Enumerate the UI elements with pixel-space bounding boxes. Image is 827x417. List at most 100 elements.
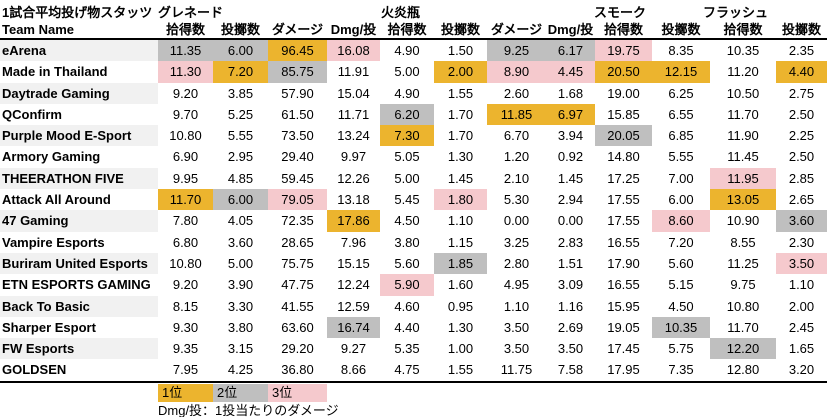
- stat-cell[interactable]: 6.70: [503, 128, 530, 144]
- stat-cell[interactable]: 2.83: [557, 234, 584, 250]
- team-name-cell[interactable]: THEERATHON FIVE: [0, 167, 158, 190]
- stat-cell[interactable]: 5.05: [394, 149, 420, 165]
- stat-cell[interactable]: 3.60: [227, 234, 254, 250]
- stat-cell[interactable]: 4.25: [227, 362, 254, 378]
- team-name-header[interactable]: Team Name: [2, 22, 75, 37]
- stat-cell[interactable]: 2.30: [788, 234, 815, 250]
- stat-cell[interactable]: 10.80: [726, 298, 760, 314]
- stat-cell[interactable]: 2.25: [788, 128, 815, 144]
- stat-cell[interactable]: 1.80: [434, 189, 487, 211]
- stat-cell[interactable]: 0.92: [557, 149, 584, 165]
- stat-cell[interactable]: 2.69: [557, 319, 584, 335]
- stat-cell[interactable]: 1.55: [447, 362, 474, 378]
- stat-cell[interactable]: 13.24: [337, 128, 370, 144]
- stat-cell[interactable]: 12.59: [337, 298, 370, 314]
- stat-cell[interactable]: 15.95: [607, 298, 640, 314]
- stat-cell[interactable]: 8.66: [340, 362, 367, 378]
- stat-cell[interactable]: 4.50: [668, 298, 694, 314]
- stat-cell[interactable]: 17.90: [607, 255, 640, 271]
- stat-cell[interactable]: 63.60: [281, 319, 314, 335]
- stat-cell[interactable]: 17.95: [607, 362, 640, 378]
- stat-cell[interactable]: 2.00: [434, 61, 487, 83]
- stat-cell[interactable]: 20.05: [595, 125, 652, 147]
- team-name-cell[interactable]: GOLDSEN: [2, 362, 67, 378]
- stat-cell[interactable]: 4.90: [394, 43, 420, 58]
- stat-cell[interactable]: 8.55: [730, 234, 756, 250]
- stat-cell[interactable]: 15.15: [337, 255, 370, 271]
- stat-cell[interactable]: 17.25: [607, 170, 640, 186]
- stat-cell[interactable]: 17.55: [607, 192, 640, 208]
- stat-cell[interactable]: 2.50: [788, 149, 815, 165]
- stat-cell[interactable]: 1.00: [447, 341, 474, 357]
- stat-cell[interactable]: 1.85: [434, 252, 487, 275]
- stat-cell[interactable]: 2.95: [227, 149, 254, 165]
- team-name-cell[interactable]: Vampire Esports: [2, 234, 105, 250]
- column-header-flash-1[interactable]: 投擲数: [781, 22, 821, 37]
- stat-cell[interactable]: 14.80: [607, 149, 640, 165]
- stat-cell[interactable]: 5.00: [394, 170, 420, 186]
- stat-cell[interactable]: 12.20: [710, 338, 776, 360]
- stat-cell[interactable]: 15.04: [337, 85, 370, 101]
- stat-cell[interactable]: 5.35: [394, 341, 420, 357]
- stat-cell[interactable]: 7.30: [380, 125, 434, 147]
- stat-cell[interactable]: 10.35: [726, 43, 760, 58]
- stat-cell[interactable]: 12.24: [337, 277, 370, 293]
- stat-cell[interactable]: 3.90: [227, 277, 254, 293]
- stat-cell[interactable]: 6.17: [546, 40, 595, 62]
- column-header-grenade-1[interactable]: 投擲数: [220, 22, 260, 37]
- stat-cell[interactable]: 3.50: [503, 319, 530, 335]
- stat-cell[interactable]: 11.70: [727, 106, 759, 122]
- team-name-cell[interactable]: 47 Gaming: [0, 210, 158, 232]
- stat-cell[interactable]: 5.55: [668, 149, 694, 165]
- team-name-cell[interactable]: ETN ESPORTS GAMING: [2, 277, 151, 293]
- stat-cell[interactable]: 11.85: [487, 103, 546, 126]
- stat-cell[interactable]: 29.20: [281, 341, 314, 357]
- column-header-molotov-0[interactable]: 拾得数: [387, 22, 427, 37]
- stat-cell[interactable]: 59.45: [281, 170, 314, 186]
- stat-cell[interactable]: 1.16: [557, 298, 584, 314]
- stat-cell[interactable]: 1.55: [447, 85, 474, 101]
- stat-cell[interactable]: 6.00: [213, 40, 268, 62]
- stat-cell[interactable]: 11.70: [158, 189, 213, 211]
- stat-cell[interactable]: 6.55: [668, 106, 694, 122]
- stat-cell[interactable]: 1.70: [447, 128, 474, 144]
- stat-cell[interactable]: 3.20: [788, 362, 815, 378]
- stat-cell[interactable]: 19.75: [595, 40, 652, 62]
- stat-cell[interactable]: 3.25: [503, 234, 530, 250]
- stat-cell[interactable]: 9.75: [730, 277, 756, 293]
- team-name-cell[interactable]: Back To Basic: [0, 295, 158, 317]
- stat-cell[interactable]: 9.20: [172, 277, 199, 293]
- stat-cell[interactable]: 2.85: [788, 170, 815, 186]
- column-header-grenade-2[interactable]: ダメージ: [271, 22, 324, 37]
- stat-cell[interactable]: 0.95: [447, 298, 474, 314]
- stat-cell[interactable]: 6.20: [380, 103, 434, 126]
- stat-cell[interactable]: 1.10: [503, 298, 530, 314]
- stat-cell[interactable]: 79.05: [268, 189, 327, 211]
- stat-cell[interactable]: 17.86: [327, 210, 380, 232]
- stat-cell[interactable]: 16.08: [327, 40, 380, 62]
- stat-cell[interactable]: 4.85: [227, 170, 254, 186]
- stat-cell[interactable]: 1.45: [447, 170, 474, 186]
- stat-cell[interactable]: 13.18: [337, 192, 370, 208]
- stat-cell[interactable]: 57.90: [281, 85, 314, 101]
- stat-cell[interactable]: 11.90: [727, 128, 759, 144]
- stat-cell[interactable]: 19.00: [607, 85, 640, 101]
- stat-cell[interactable]: 1.68: [557, 85, 584, 101]
- stat-cell[interactable]: 9.27: [340, 341, 367, 357]
- stat-cell[interactable]: 1.30: [447, 149, 474, 165]
- stat-cell[interactable]: 19.05: [607, 319, 640, 335]
- stat-cell[interactable]: 61.50: [281, 106, 314, 122]
- stat-cell[interactable]: 5.60: [394, 255, 420, 271]
- stat-cell[interactable]: 4.75: [394, 362, 420, 378]
- stat-cell[interactable]: 6.90: [172, 149, 199, 165]
- stat-cell[interactable]: 1.20: [503, 149, 530, 165]
- stat-cell[interactable]: 41.55: [281, 298, 314, 314]
- stat-cell[interactable]: 3.80: [227, 319, 254, 335]
- stat-cell[interactable]: 6.80: [172, 234, 199, 250]
- stat-cell[interactable]: 12.15: [652, 61, 710, 83]
- stat-cell[interactable]: 10.80: [169, 128, 202, 144]
- stat-cell[interactable]: 7.35: [668, 362, 694, 378]
- stat-cell[interactable]: 6.00: [213, 189, 268, 211]
- stat-cell[interactable]: 9.30: [172, 319, 199, 335]
- stat-cell[interactable]: 5.75: [668, 341, 694, 357]
